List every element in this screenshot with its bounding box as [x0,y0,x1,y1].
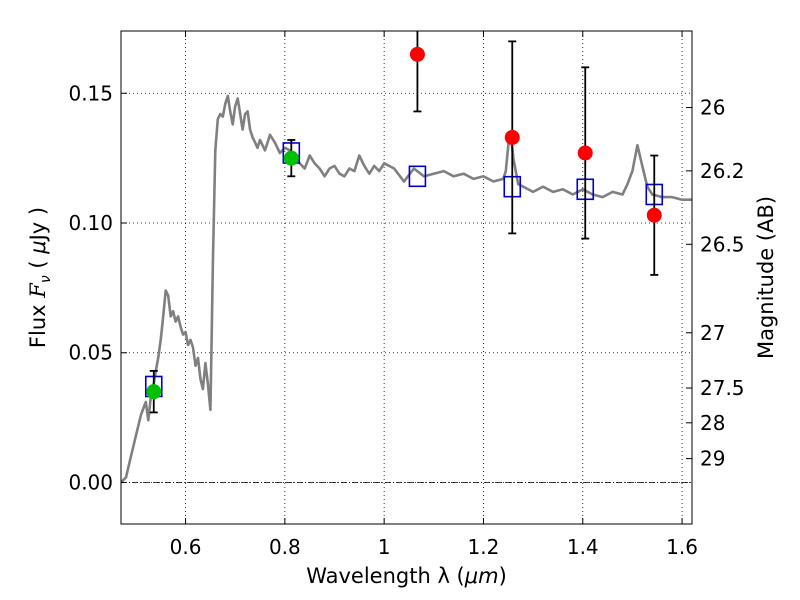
right-axis-tick-label: 28 [700,411,725,435]
y-axis-label-unit: μ [26,240,50,254]
right-axis-tick-label: 27 [700,321,725,345]
x-tick-label: 1 [378,535,391,559]
axes-frame [120,30,693,525]
right-axis-tick-label: 26 [700,96,725,120]
x-axis-label-unit: μm [464,564,499,588]
x-axis-label-suffix: ) [499,564,507,588]
y-tick-label: 0.15 [68,81,113,105]
axis-ticks: 0.6 0.8 1 1.2 1.4 1.6 0.00 0.05 0.10 0.15 26 26.2 26… [68,31,745,559]
y-axis-label-subscript: ν [38,275,54,283]
right-axis-tick-label: 26.5 [700,232,745,256]
y-tick-label: 0.00 [68,470,113,494]
sed-model-line [121,94,692,484]
x-tick-label: 0.8 [269,535,301,559]
y-axis-label-mid: ( [26,254,50,276]
x-tick-label: 1.6 [666,535,698,559]
nir-data-point [577,145,593,161]
y-tick-label: 0.10 [68,211,113,235]
plot-area [121,31,692,484]
right-axis-tick-label: 29 [700,447,725,471]
optical-data-point [283,150,299,166]
nir-data-point [646,207,662,223]
optical-data-point [146,384,162,400]
y-tick-label: 0.05 [68,341,113,365]
x-axis-label-prefix: Wavelength λ ( [306,564,465,588]
x-axis-label: Wavelength λ (μm) [306,564,507,588]
model-band-square [408,165,427,188]
right-axis-tick-label: 26.2 [700,159,745,183]
x-tick-label: 1.2 [468,535,500,559]
x-tick-label: 0.6 [170,535,202,559]
y-axis-label-suffix: Jy ) [26,207,50,243]
right-axis-label: Magnitude (AB) [754,196,778,359]
y-axis-label: Flux Fν ( μJy ) [26,207,54,348]
y-axis-label-prefix: Flux [26,298,50,348]
nir-data-point [409,46,425,62]
y-axis-label-variable: F [26,282,50,299]
right-axis-tick-label: 27.5 [700,376,745,400]
nir-data-point [504,129,520,145]
x-tick-label: 1.4 [567,535,599,559]
